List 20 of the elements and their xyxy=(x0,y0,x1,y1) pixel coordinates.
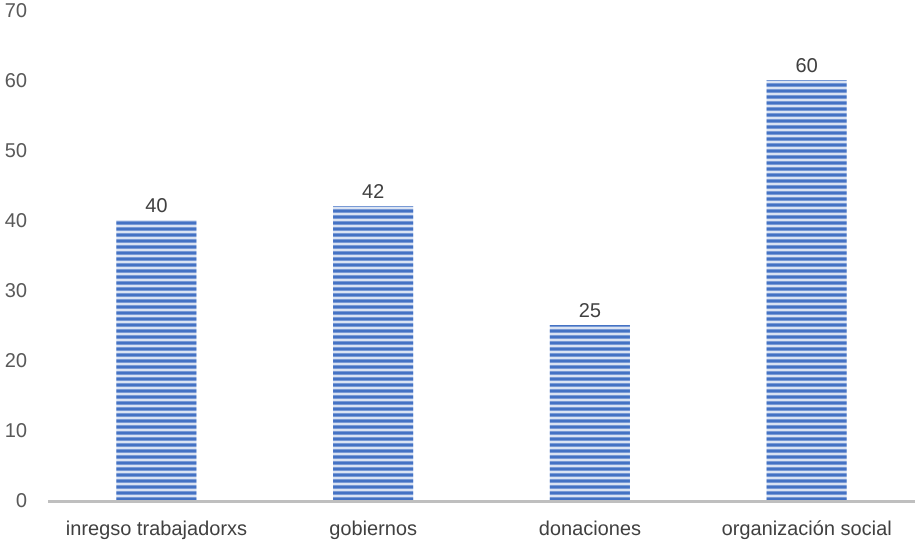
data-label: 25 xyxy=(578,300,601,322)
y-tick-label: 60 xyxy=(4,70,27,92)
data-label: 40 xyxy=(145,195,168,217)
bar xyxy=(333,206,414,500)
y-tick-label: 10 xyxy=(4,420,27,442)
y-tick-label: 40 xyxy=(4,210,27,232)
y-tick-label: 50 xyxy=(4,140,27,162)
y-tick-label: 30 xyxy=(4,280,27,302)
bar xyxy=(550,325,630,500)
bar xyxy=(116,220,196,500)
x-tick-label: donaciones xyxy=(538,518,642,540)
data-label: 42 xyxy=(362,181,384,203)
y-tick-label: 0 xyxy=(16,490,27,512)
data-label: 60 xyxy=(796,55,818,77)
x-tick-label: organización social xyxy=(722,518,892,540)
y-tick-label: 70 xyxy=(4,0,27,22)
x-tick-label: inregso trabajadorxs xyxy=(66,518,247,540)
y-tick-label: 20 xyxy=(4,350,27,372)
x-tick-label: gobiernos xyxy=(329,518,418,540)
bar xyxy=(766,80,847,500)
